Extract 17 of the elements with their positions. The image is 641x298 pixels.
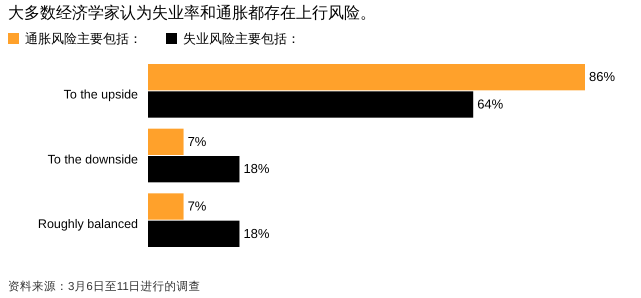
data-label: 86%: [589, 69, 616, 84]
bar: [148, 91, 474, 118]
data-label: 18%: [243, 161, 270, 176]
data-label: 7%: [188, 134, 207, 149]
text: 资料来源：3月6日至11日进行的调查: [8, 280, 201, 293]
data-label: 7%: [188, 198, 207, 214]
bar: [148, 156, 240, 182]
bar: [148, 193, 184, 220]
data-label: 18%: [243, 226, 270, 241]
y-tick-label: To the upside: [64, 88, 138, 102]
y-tick-label: Roughly balanced: [38, 216, 138, 231]
y-tick-label: To the downside: [48, 152, 138, 166]
bar: [148, 64, 585, 90]
data-label: 64%: [477, 96, 504, 112]
bar: [148, 128, 184, 155]
bar: [148, 220, 240, 247]
chart-title: 大多数经济学家认为失业率和通胀都存在上行风险。: [8, 4, 376, 22]
